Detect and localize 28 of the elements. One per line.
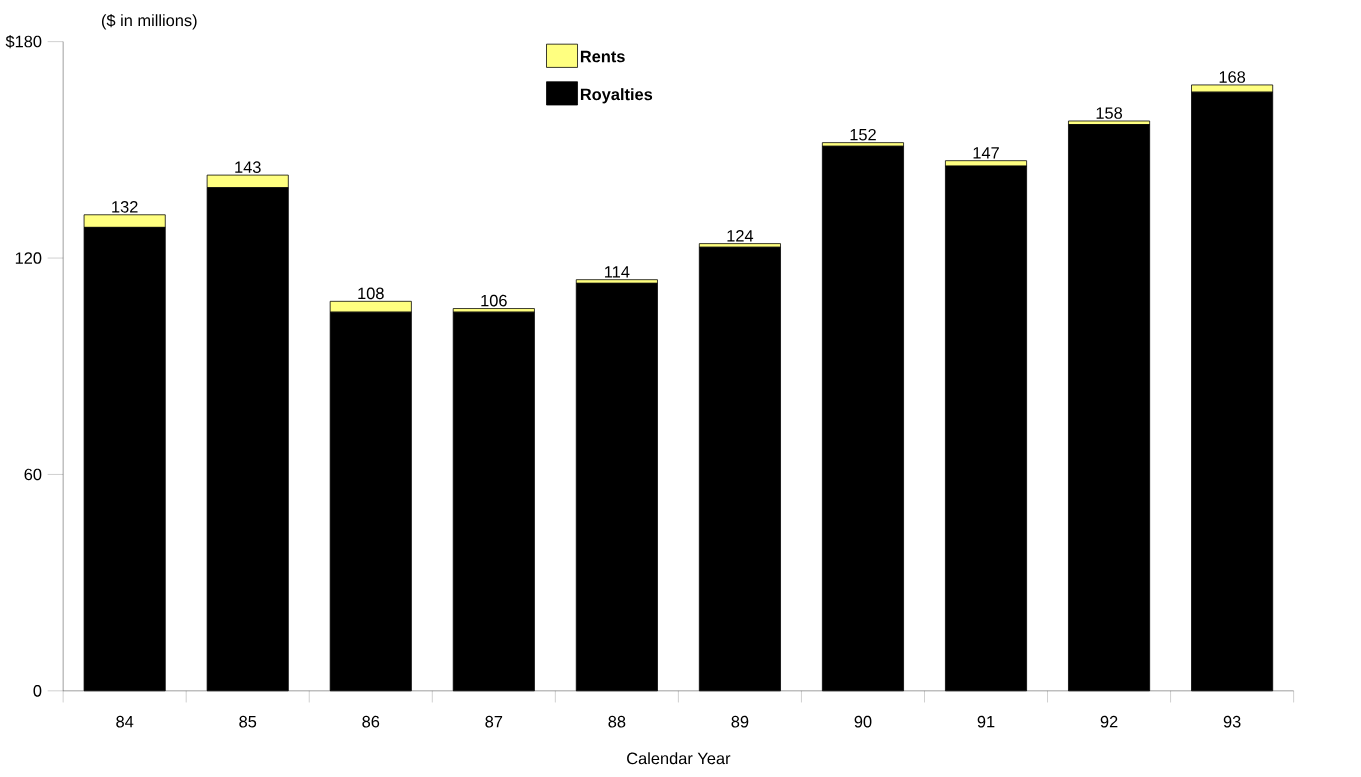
x-tick-label: 93 [1223,715,1241,728]
y-tick-label: $180 [5,34,42,49]
x-tick-label: 87 [485,715,503,728]
x-tick-label: 89 [731,715,749,728]
x-tick-label: 84 [116,715,134,728]
y-tick-label: 60 [24,468,42,481]
total-label: 106 [481,294,507,307]
total-label: 132 [112,200,138,213]
y-tick-label: 120 [15,252,42,264]
x-tick-label: 86 [362,715,380,728]
total-label: 168 [1219,71,1246,83]
legend-label: Rents [580,50,625,63]
y-tick-label: 0 [33,684,42,697]
total-label: 124 [727,230,754,242]
x-tick-label: 91 [977,715,995,728]
x-tick-label: 90 [854,715,872,728]
y-axis-title: ($ in millions) [101,13,197,30]
total-label: 158 [1096,107,1123,119]
total-label: 143 [235,161,261,173]
x-tick-label: 92 [1100,715,1118,728]
x-tick-label: 85 [239,715,257,728]
total-label: 114 [605,266,630,278]
x-axis-title: Calendar Year [627,752,731,765]
x-tick-label: 88 [608,715,626,728]
total-label: 152 [850,128,876,141]
legend-label: Royalties [580,88,653,104]
total-label: 147 [973,147,999,159]
total-label: 108 [358,287,384,300]
